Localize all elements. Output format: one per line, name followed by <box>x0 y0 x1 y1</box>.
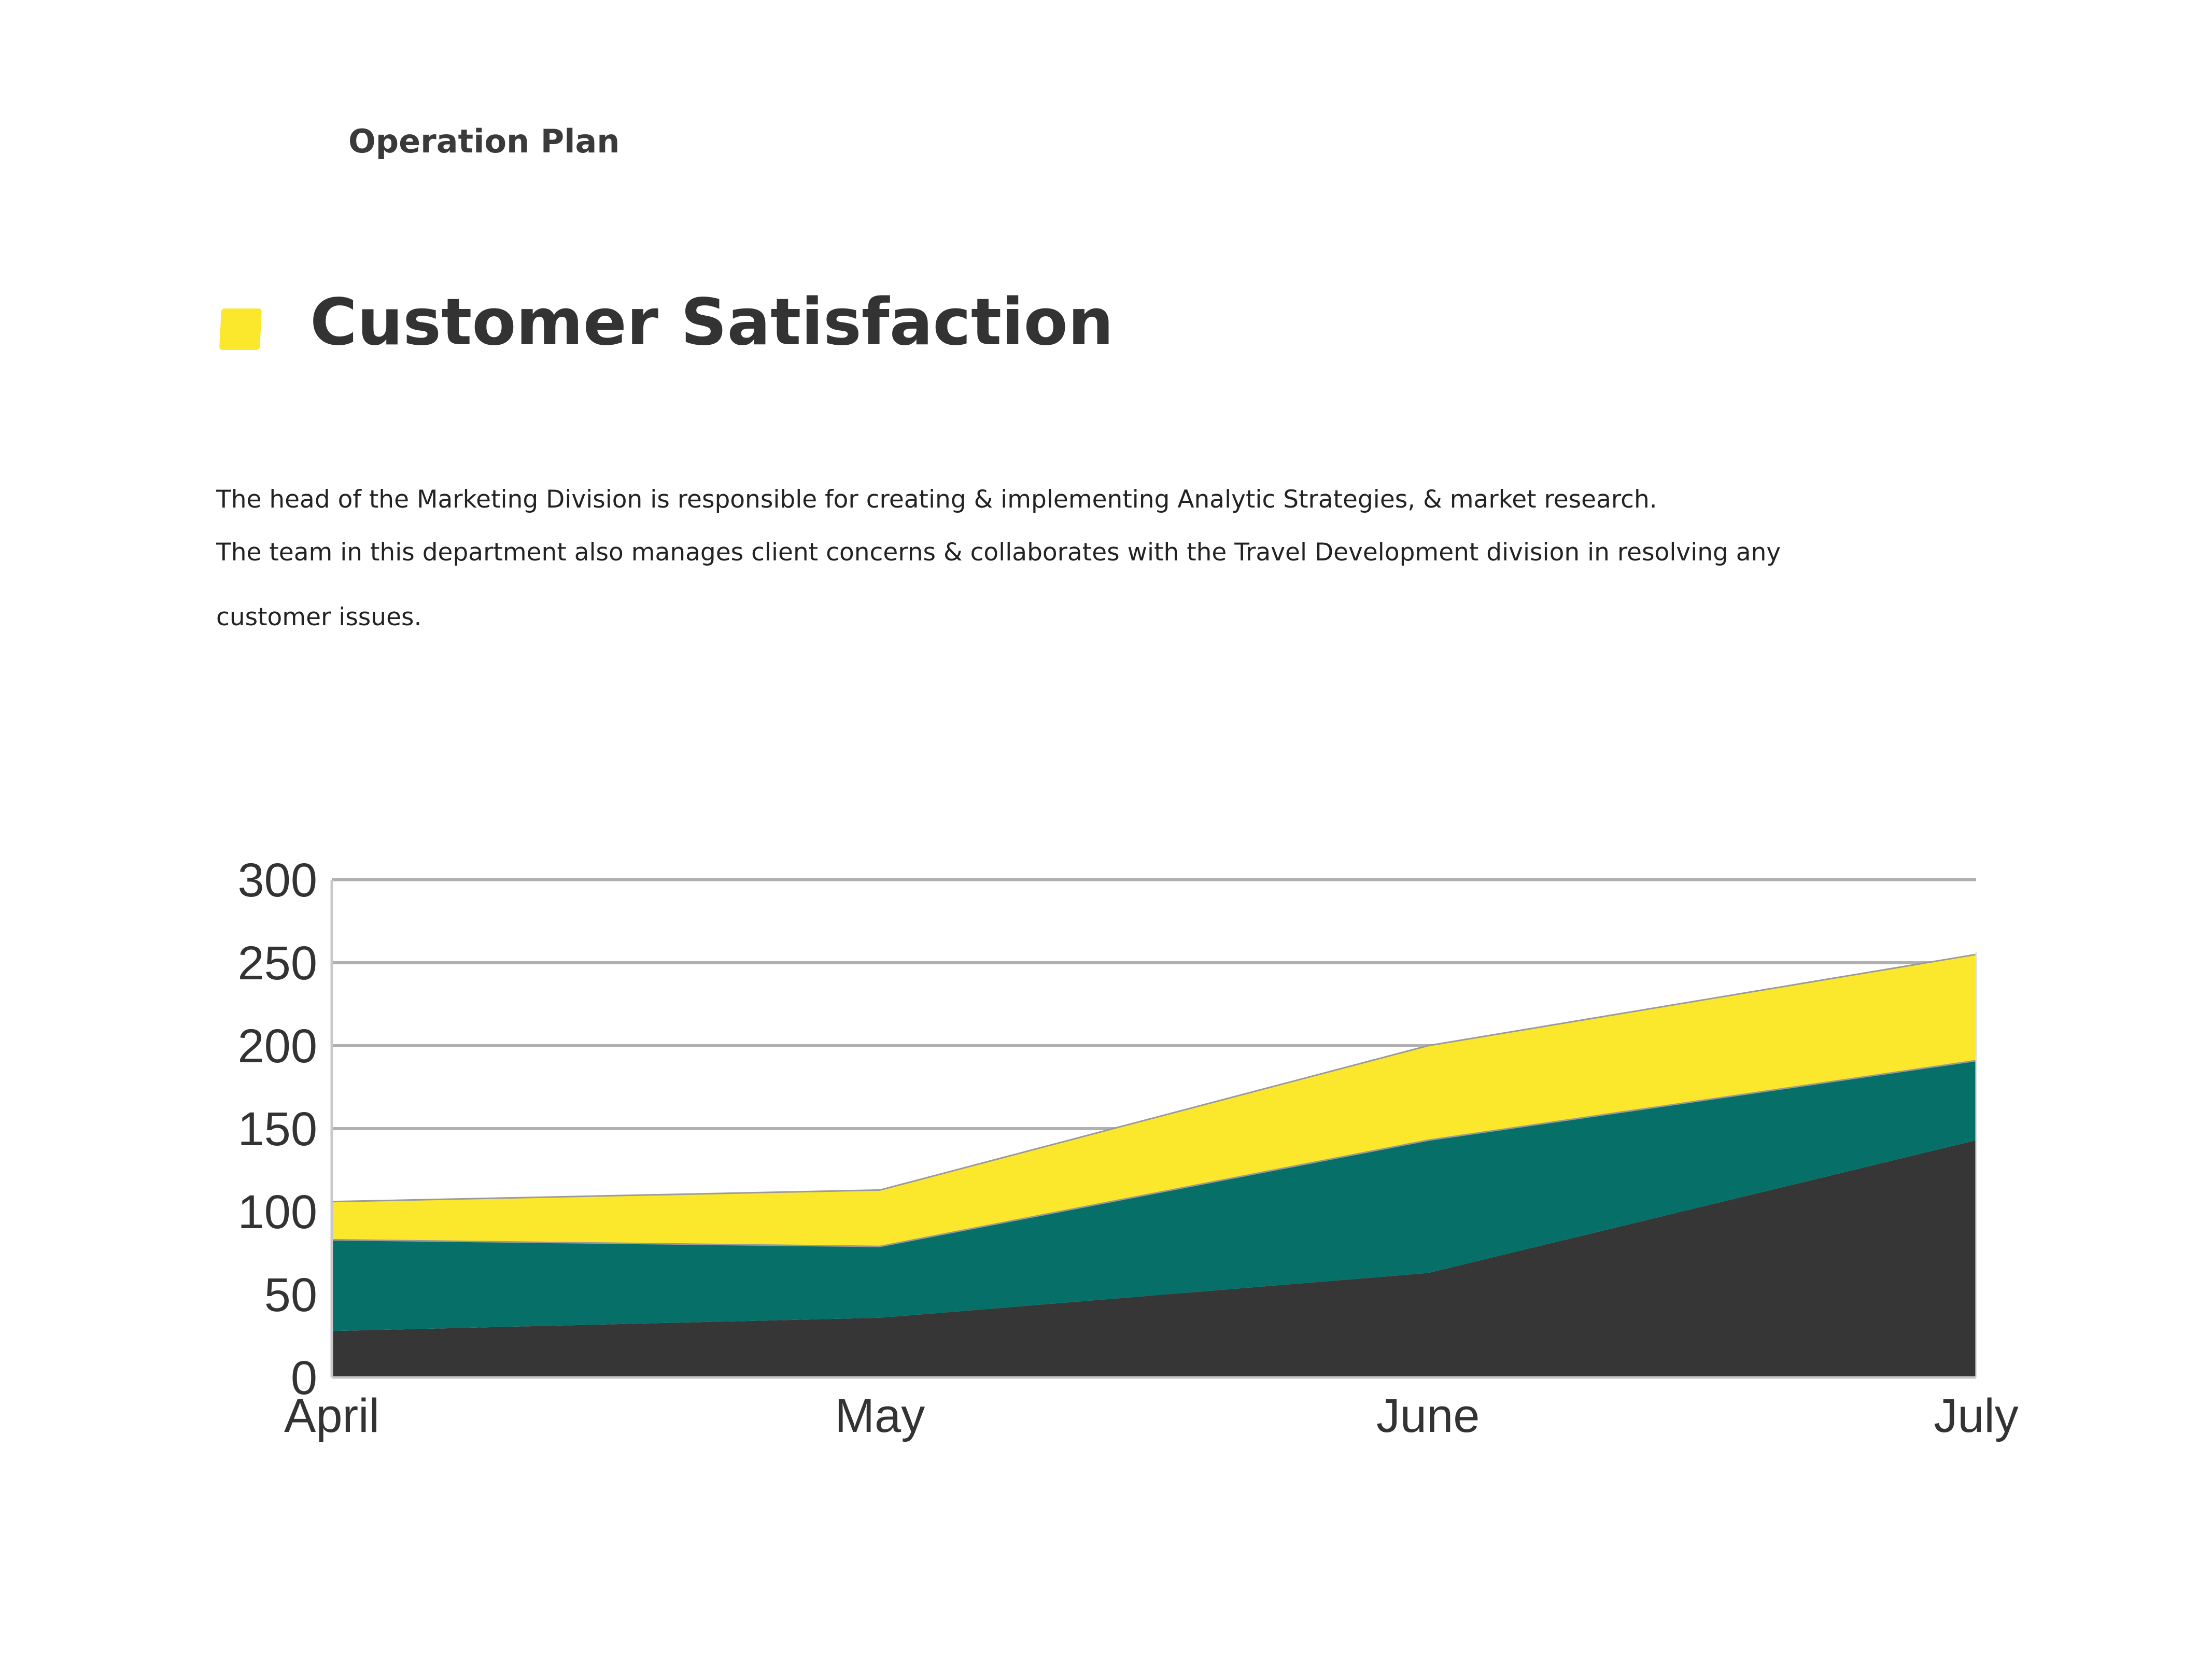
description-line-1: The head of the Marketing Division is re… <box>216 485 1657 514</box>
tick-labels: 0 50 100 150 200 250 300 April May June July <box>238 854 2019 1442</box>
area-series-1 <box>332 1140 1976 1377</box>
x-tick-label-may: May <box>835 1389 925 1442</box>
page-title: Customer Satisfaction <box>310 285 1114 360</box>
y-tick-label-0: 0 <box>291 1352 317 1404</box>
y-tick-label-50: 50 <box>264 1269 317 1321</box>
axes <box>330 880 1977 1379</box>
y-tick-label-300: 300 <box>238 854 318 907</box>
y-tick-label-250: 250 <box>238 937 318 990</box>
y-tick-label-200: 200 <box>238 1020 318 1073</box>
x-tick-label-june: June <box>1376 1389 1480 1442</box>
y-tick-label-100: 100 <box>238 1186 318 1239</box>
x-tick-label-july: July <box>1934 1389 2019 1442</box>
area-series-2 <box>332 1060 1976 1331</box>
y-tick-label-150: 150 <box>238 1103 318 1156</box>
x-tick-label-april: April <box>284 1389 379 1442</box>
description-line-3: customer issues. <box>216 603 422 631</box>
header-label: Operation Plan <box>348 122 620 160</box>
description-line-2: The team in this department also manages… <box>216 538 1781 567</box>
area-series <box>331 953 1977 1377</box>
